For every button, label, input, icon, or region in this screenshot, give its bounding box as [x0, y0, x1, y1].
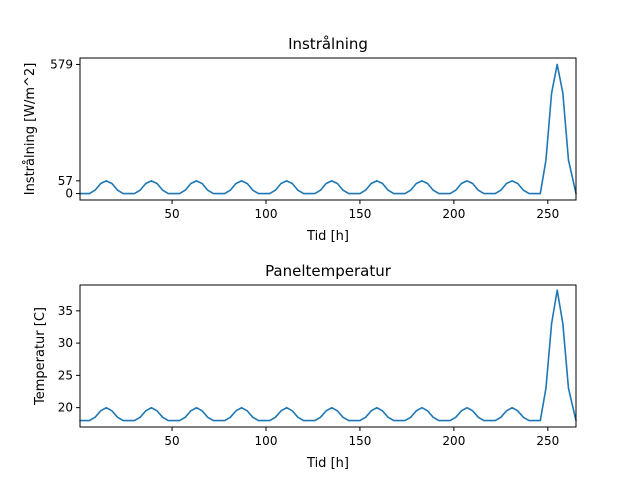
y-tick-label: 30	[58, 336, 73, 350]
plot-frame	[79, 284, 577, 428]
x-tick-label: 250	[536, 434, 559, 448]
series-layer	[79, 63, 577, 195]
plot-frame	[79, 57, 577, 201]
x-ticks: 50 100 150 200 250	[164, 427, 559, 448]
series-line	[79, 289, 577, 422]
chart-title: Paneltemperatur	[265, 262, 392, 280]
y-axis-label: Temperatur [C]	[33, 307, 48, 406]
x-axis-label: Tid [h]	[306, 456, 349, 471]
x-axis-label: Tid [h]	[306, 229, 349, 244]
series-layer	[79, 289, 577, 422]
x-tick-label: 100	[255, 207, 278, 221]
y-tick-label: 579	[50, 57, 73, 71]
y-tick-label: 0	[65, 187, 73, 201]
chart-title: Instrålning	[288, 35, 368, 53]
y-tick-label: 25	[58, 368, 73, 382]
y-ticks: 20 25 30 35	[58, 304, 80, 415]
x-tick-label: 150	[348, 207, 371, 221]
y-ticks: 057 579	[50, 57, 80, 201]
chart-irradiance: Instrålning 50 100 150 200 250 057 579 Tid [h…	[23, 35, 577, 244]
y-tick-label: 20	[58, 401, 73, 415]
y-tick-label: 35	[58, 304, 73, 318]
x-tick-label: 200	[442, 434, 465, 448]
y-tick-label: 57	[58, 174, 73, 188]
series-line	[79, 63, 577, 195]
x-tick-label: 50	[164, 207, 179, 221]
y-axis-label: Instrålning [W/m^2]	[23, 63, 38, 196]
x-tick-label: 50	[164, 434, 179, 448]
x-tick-label: 100	[255, 434, 278, 448]
chart-panel-temperature: Paneltemperatur 50 100 150 200 250 20253035 …	[33, 262, 577, 471]
x-ticks: 50 100 150 200 250	[164, 200, 559, 221]
x-tick-label: 250	[536, 207, 559, 221]
x-tick-label: 200	[442, 207, 465, 221]
x-tick-label: 150	[348, 434, 371, 448]
